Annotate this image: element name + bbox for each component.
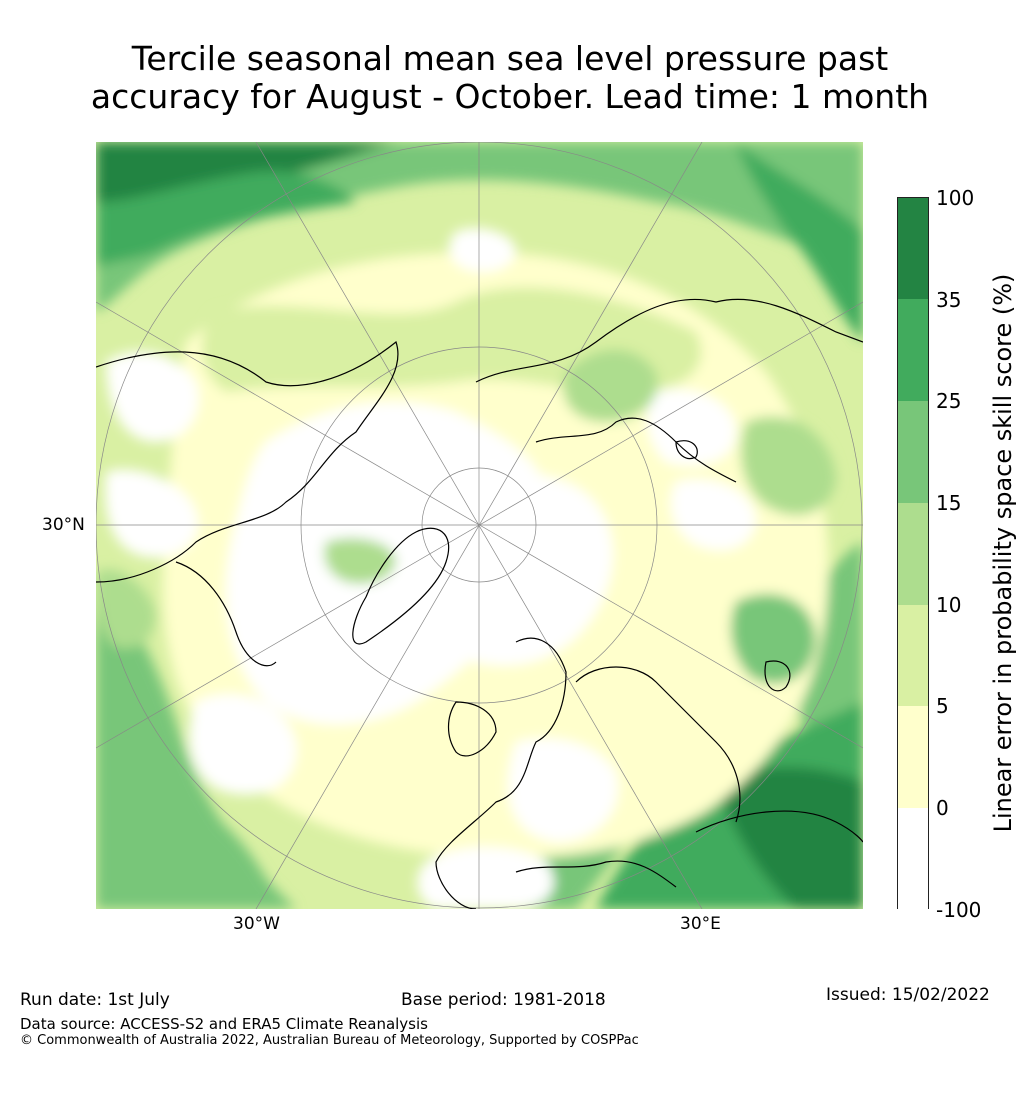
colorbar-tick-25: 25 xyxy=(936,389,962,413)
colorbar-segment-0-5 xyxy=(898,706,928,808)
coastlines xyxy=(96,298,863,909)
coastline-lake xyxy=(675,440,698,460)
copyright: © Commonwealth of Australia 2022, Austra… xyxy=(20,1033,639,1048)
coastline-britain xyxy=(447,701,497,757)
issued-date: Issued: 15/02/2022 xyxy=(826,985,990,1005)
colorbar-segment-15-25 xyxy=(898,401,928,503)
graticule xyxy=(96,142,863,909)
skill-field xyxy=(96,142,863,909)
lon-label-30w: 30°W xyxy=(233,914,280,934)
colorbar-segment-10-15 xyxy=(898,503,928,605)
colorbar-segment-5-10 xyxy=(898,605,928,706)
colorbar-tick-10: 10 xyxy=(936,593,962,617)
coastline-europe-east xyxy=(575,666,741,823)
coastline-caspian xyxy=(764,660,791,692)
colorbar-segment-neg100-0 xyxy=(898,808,928,910)
title-line-1: Tercile seasonal mean sea level pressure… xyxy=(131,39,889,78)
colorbar-tick-5: 5 xyxy=(936,694,949,718)
lat-label-30n: 30°N xyxy=(42,515,85,535)
chart-title: Tercile seasonal mean sea level pressure… xyxy=(0,40,1020,116)
colorbar-tick-100: 100 xyxy=(936,186,975,210)
colorbar-segment-35-100 xyxy=(898,198,928,299)
coastline-siberia xyxy=(475,298,863,383)
data-source: Data source: ACCESS-S2 and ERA5 Climate … xyxy=(20,1015,428,1033)
coastline-north-america xyxy=(96,340,399,583)
coastline-scandinavia xyxy=(435,637,567,909)
run-date: Run date: 1st July xyxy=(20,990,170,1010)
colorbar xyxy=(897,197,929,910)
lon-label-30e: 30°E xyxy=(680,914,721,934)
polar-map xyxy=(96,142,863,909)
map-svg xyxy=(96,142,863,909)
coastline-hudson xyxy=(175,561,277,667)
colorbar-tick-15: 15 xyxy=(936,491,962,515)
base-period: Base period: 1981-2018 xyxy=(401,990,606,1010)
coastline-asia-south xyxy=(695,810,863,843)
coastline-mediterranean xyxy=(515,860,677,888)
colorbar-label: Linear error in probability space skill … xyxy=(989,273,1017,833)
colorbar-tick-0: 0 xyxy=(936,796,949,820)
colorbar-segment-25-35 xyxy=(898,299,928,401)
title-line-2: accuracy for August - October. Lead time… xyxy=(90,77,930,116)
colorbar-tick-neg100: -100 xyxy=(936,898,982,922)
coastline-russia xyxy=(535,417,737,483)
colorbar-tick-35: 35 xyxy=(936,288,962,312)
coastline-greenland xyxy=(352,527,450,645)
